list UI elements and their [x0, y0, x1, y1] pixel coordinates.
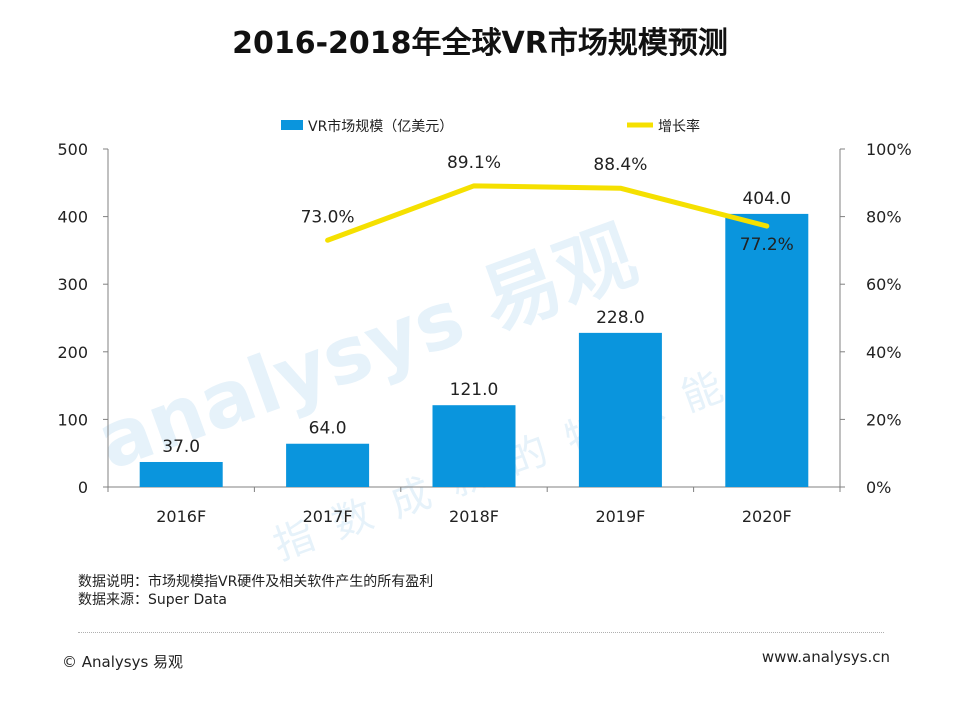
x-tick-label: 2017F — [303, 507, 353, 526]
y-left-tick-label: 500 — [57, 140, 88, 159]
bar-value-label: 121.0 — [450, 380, 499, 400]
notes: 数据说明：市场规模指VR硬件及相关软件产生的所有盈利 数据来源：Super Da… — [78, 573, 433, 609]
bar-series — [139, 213, 809, 487]
legend-label-line: 增长率 — [658, 118, 700, 135]
bar — [432, 405, 516, 487]
bar — [578, 332, 662, 487]
copyright: © Analysys 易观 — [62, 651, 183, 672]
line-value-label: 88.4% — [593, 155, 647, 175]
x-tick-label: 2020F — [742, 507, 792, 526]
y-right-tick-label: 100% — [866, 140, 912, 159]
bar-value-label: 404.0 — [742, 189, 791, 209]
footer-divider — [78, 632, 884, 633]
bar — [725, 213, 809, 487]
website-link[interactable]: www.analysys.cn — [761, 648, 890, 666]
data-note: 数据说明：市场规模指VR硬件及相关软件产生的所有盈利 — [78, 574, 434, 590]
x-tick-label: 2018F — [449, 507, 499, 526]
line-value-label: 73.0% — [301, 207, 355, 227]
y-left-tick-label: 100 — [57, 410, 88, 429]
y-right-tick-label: 60% — [866, 275, 902, 294]
legend-swatch-bar — [281, 120, 303, 130]
y-right-tick-label: 20% — [866, 410, 902, 429]
bar — [286, 443, 370, 487]
line-series — [325, 183, 770, 243]
chart: analysys 易观指数成就的特殊能 00%10020%20040%30060… — [57, 118, 911, 569]
y-left-tick-label: 200 — [57, 343, 88, 362]
legend-label-bar: VR市场规模（亿美元） — [308, 118, 453, 135]
y-right-tick-label: 80% — [866, 208, 902, 227]
bar — [139, 461, 223, 487]
y-right-tick-label: 0% — [866, 478, 891, 497]
chart-title: 2016-2018年全球VR市场规模预测 — [232, 26, 728, 61]
data-source: 数据来源：Super Data — [78, 592, 227, 608]
y-right-tick-label: 40% — [866, 343, 902, 362]
bar-value-label: 37.0 — [162, 437, 200, 457]
x-tick-label: 2019F — [595, 507, 645, 526]
legend: VR市场规模（亿美元） 增长率 — [281, 118, 700, 135]
y-left-tick-label: 300 — [57, 275, 88, 294]
brand-name: Analysys 易观 — [81, 653, 184, 671]
copyright-icon: © — [62, 653, 77, 671]
bar-value-label: 228.0 — [596, 308, 645, 328]
bar-value-label: 64.0 — [309, 419, 347, 439]
data-labels: 37.0 64.0 121.0 228.0 404.0 73.0% 89.1% 88.4% 77… — [162, 153, 794, 457]
line-value-label: 77.2% — [740, 235, 794, 255]
y-left-tick-label: 400 — [57, 208, 88, 227]
line-value-label: 89.1% — [447, 153, 501, 173]
growth-rate-line — [325, 183, 770, 243]
axes: 0 0% 100 20% 200 40% 300 60% 400 80% 500 100% 2016F 2… — [57, 140, 911, 526]
x-tick-label: 2016F — [156, 507, 206, 526]
y-left-tick-label: 0 — [78, 478, 88, 497]
